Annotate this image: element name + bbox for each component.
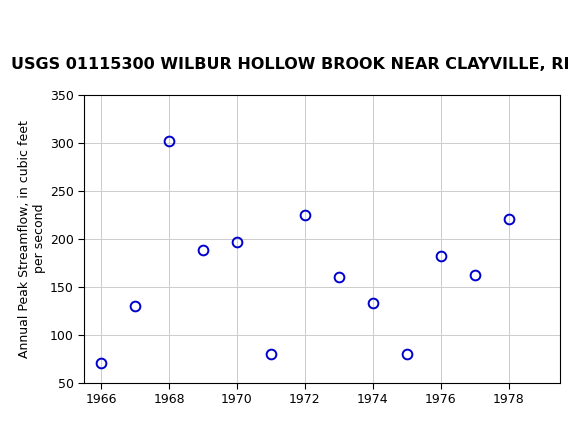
Bar [5,3,71,37]
Y-axis label: Annual Peak Streamflow, in cubic feet
per second: Annual Peak Streamflow, in cubic feet pe… [17,120,46,358]
Text: USGS 01115300 WILBUR HOLLOW BROOK NEAR CLAYVILLE, RI: USGS 01115300 WILBUR HOLLOW BROOK NEAR C… [11,57,569,72]
Text: USGS: USGS [77,10,146,31]
